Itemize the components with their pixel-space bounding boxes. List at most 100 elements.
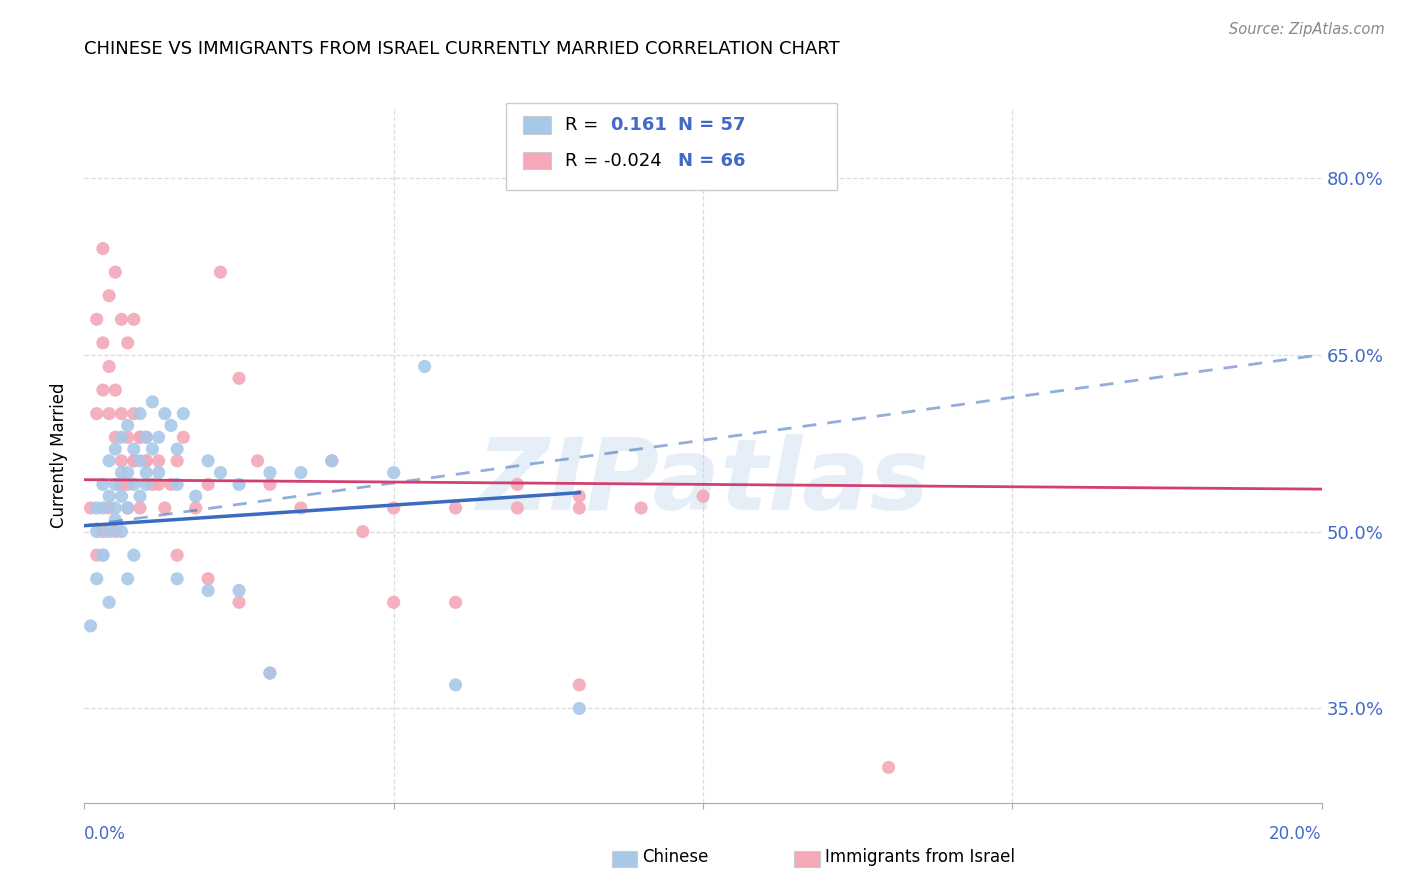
Point xyxy=(246,454,269,468)
Point xyxy=(122,454,145,468)
Point xyxy=(86,312,108,326)
Point xyxy=(352,524,374,539)
Point xyxy=(129,500,152,515)
Point xyxy=(141,477,163,491)
Point xyxy=(166,572,188,586)
Point xyxy=(110,430,132,444)
Point xyxy=(117,430,139,444)
Point xyxy=(104,430,127,444)
Point xyxy=(228,371,250,385)
Point xyxy=(172,407,194,421)
Point xyxy=(184,489,207,503)
Point xyxy=(382,466,405,480)
Point xyxy=(197,477,219,491)
Point xyxy=(117,418,139,433)
Point xyxy=(568,678,591,692)
Point xyxy=(129,430,152,444)
Point xyxy=(568,701,591,715)
Text: R =: R = xyxy=(565,116,605,134)
Point xyxy=(568,489,591,503)
Point xyxy=(135,477,157,491)
Point xyxy=(122,442,145,456)
Y-axis label: Currently Married: Currently Married xyxy=(51,382,69,528)
Point xyxy=(79,500,101,515)
Point xyxy=(506,500,529,515)
Point xyxy=(413,359,436,374)
Point xyxy=(91,477,114,491)
Point xyxy=(630,500,652,515)
Point xyxy=(228,595,250,609)
Point xyxy=(117,500,139,515)
Point xyxy=(259,666,281,681)
Text: 20.0%: 20.0% xyxy=(1270,825,1322,843)
Point xyxy=(86,572,108,586)
Point xyxy=(153,407,176,421)
Point xyxy=(98,359,121,374)
Point xyxy=(104,265,127,279)
Point xyxy=(184,500,207,515)
Point xyxy=(148,454,170,468)
Point xyxy=(122,407,145,421)
Point xyxy=(110,312,132,326)
Point xyxy=(259,466,281,480)
Point xyxy=(148,477,170,491)
Point xyxy=(209,265,232,279)
Point xyxy=(141,442,163,456)
Point xyxy=(122,477,145,491)
Point xyxy=(166,442,188,456)
Point xyxy=(91,548,114,562)
Point xyxy=(91,500,114,515)
Text: CHINESE VS IMMIGRANTS FROM ISRAEL CURRENTLY MARRIED CORRELATION CHART: CHINESE VS IMMIGRANTS FROM ISRAEL CURREN… xyxy=(84,40,841,58)
Point xyxy=(91,524,114,539)
Point xyxy=(110,407,132,421)
Text: R = -0.024: R = -0.024 xyxy=(565,152,662,169)
Point xyxy=(444,500,467,515)
Point xyxy=(259,477,281,491)
Point xyxy=(104,477,127,491)
Point xyxy=(98,407,121,421)
Point xyxy=(135,430,157,444)
Point xyxy=(122,312,145,326)
Point xyxy=(91,383,114,397)
Point xyxy=(104,524,127,539)
Point xyxy=(444,678,467,692)
Point xyxy=(444,595,467,609)
Text: 0.0%: 0.0% xyxy=(84,825,127,843)
Point xyxy=(172,430,194,444)
Point xyxy=(104,500,127,515)
Point xyxy=(86,407,108,421)
Point xyxy=(160,418,183,433)
Point xyxy=(129,454,152,468)
Point xyxy=(135,454,157,468)
Point xyxy=(228,477,250,491)
Point xyxy=(104,442,127,456)
Point xyxy=(98,454,121,468)
Point xyxy=(86,500,108,515)
Point xyxy=(98,595,121,609)
Point xyxy=(98,489,121,503)
Point xyxy=(122,548,145,562)
Point xyxy=(148,466,170,480)
Point xyxy=(110,524,132,539)
Point xyxy=(259,666,281,681)
Point xyxy=(91,242,114,256)
Point xyxy=(91,548,114,562)
Point xyxy=(122,454,145,468)
Point xyxy=(135,466,157,480)
Point xyxy=(110,466,132,480)
Point xyxy=(877,760,900,774)
Point xyxy=(110,489,132,503)
Point xyxy=(129,489,152,503)
Point xyxy=(382,500,405,515)
Point xyxy=(197,583,219,598)
Point xyxy=(160,477,183,491)
Point xyxy=(117,335,139,350)
Point xyxy=(86,524,108,539)
Point xyxy=(110,477,132,491)
Point xyxy=(117,500,139,515)
Point xyxy=(153,500,176,515)
Point xyxy=(197,572,219,586)
Point xyxy=(166,454,188,468)
Text: Immigrants from Israel: Immigrants from Israel xyxy=(825,848,1015,866)
Point xyxy=(110,454,132,468)
